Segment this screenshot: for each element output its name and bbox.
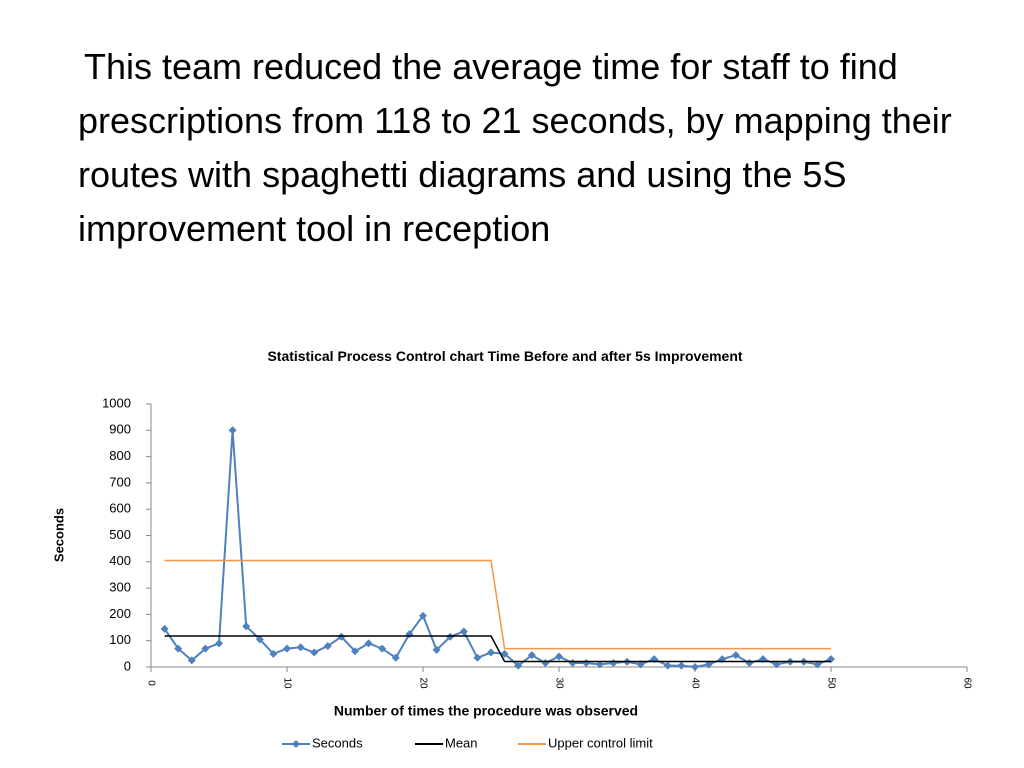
data-point: [310, 648, 319, 657]
data-point: [337, 632, 346, 641]
data-point: [351, 647, 359, 656]
data-point: [595, 660, 604, 669]
legend-label: Upper control limit: [548, 735, 653, 750]
legend-label: Seconds: [312, 735, 363, 750]
x-tick-label: 60: [961, 677, 972, 689]
data-point: [677, 661, 686, 670]
legend-marker: [292, 740, 300, 748]
data-point: [636, 660, 645, 669]
data-point: [255, 635, 264, 644]
data-point: [391, 653, 400, 662]
chart-title: Statistical Process Control chart Time B…: [267, 348, 743, 364]
data-point: [283, 644, 291, 653]
x-tick-label: 40: [689, 677, 700, 689]
series-line: [164, 635, 831, 663]
data-point: [541, 659, 550, 668]
x-axis-label: Number of times the procedure was observ…: [334, 703, 638, 719]
y-tick-label: 900: [109, 422, 131, 437]
data-point: [364, 639, 373, 648]
y-axis-label: Seconds: [51, 508, 66, 562]
x-tick-label: 50: [825, 677, 836, 689]
data-point: [813, 660, 822, 669]
x-tick-label: 20: [417, 677, 428, 689]
legend-label: Mean: [445, 735, 478, 750]
data-point: [500, 649, 509, 658]
y-tick-label: 200: [109, 606, 131, 621]
data-point: [432, 645, 441, 654]
data-point: [609, 659, 618, 668]
y-tick-label: 500: [109, 527, 131, 542]
data-point: [473, 653, 482, 662]
data-point: [215, 639, 223, 648]
y-tick-label: 0: [124, 658, 131, 673]
x-tick-label: 30: [553, 677, 564, 689]
data-point: [663, 661, 672, 670]
data-point: [242, 622, 251, 631]
slide-text: This team reduced the average time for s…: [78, 46, 952, 249]
y-tick-label: 300: [109, 580, 131, 595]
data-point: [419, 611, 427, 620]
data-point: [745, 659, 754, 668]
data-point: [269, 649, 278, 658]
data-point: [487, 648, 495, 657]
data-point: [201, 644, 210, 653]
data-point: [555, 652, 563, 661]
data-point: [446, 632, 455, 641]
x-tick-label: 10: [281, 677, 292, 689]
data-point: [772, 660, 781, 669]
data-point: [459, 627, 468, 636]
data-point: [323, 641, 332, 650]
data-point: [568, 659, 577, 668]
data-point: [691, 663, 699, 671]
y-tick-label: 1000: [102, 395, 131, 410]
series-line: [163, 430, 832, 669]
data-point: [378, 644, 387, 653]
data-point: [704, 660, 713, 669]
y-tick-label: 100: [109, 632, 131, 647]
data-point: [160, 624, 169, 633]
data-point: [582, 659, 591, 668]
y-tick-label: 800: [109, 448, 131, 463]
y-tick-label: 700: [109, 474, 131, 489]
data-point: [174, 644, 183, 653]
y-tick-label: 600: [109, 501, 131, 516]
data-point: [731, 651, 740, 660]
data-point: [187, 656, 196, 665]
data-point: [527, 651, 536, 660]
series-line: [164, 559, 831, 650]
y-tick-label: 400: [109, 553, 131, 568]
data-point: [514, 661, 523, 670]
data-point: [296, 643, 305, 652]
x-tick-label: 0: [145, 680, 156, 686]
data-point: [228, 426, 237, 435]
